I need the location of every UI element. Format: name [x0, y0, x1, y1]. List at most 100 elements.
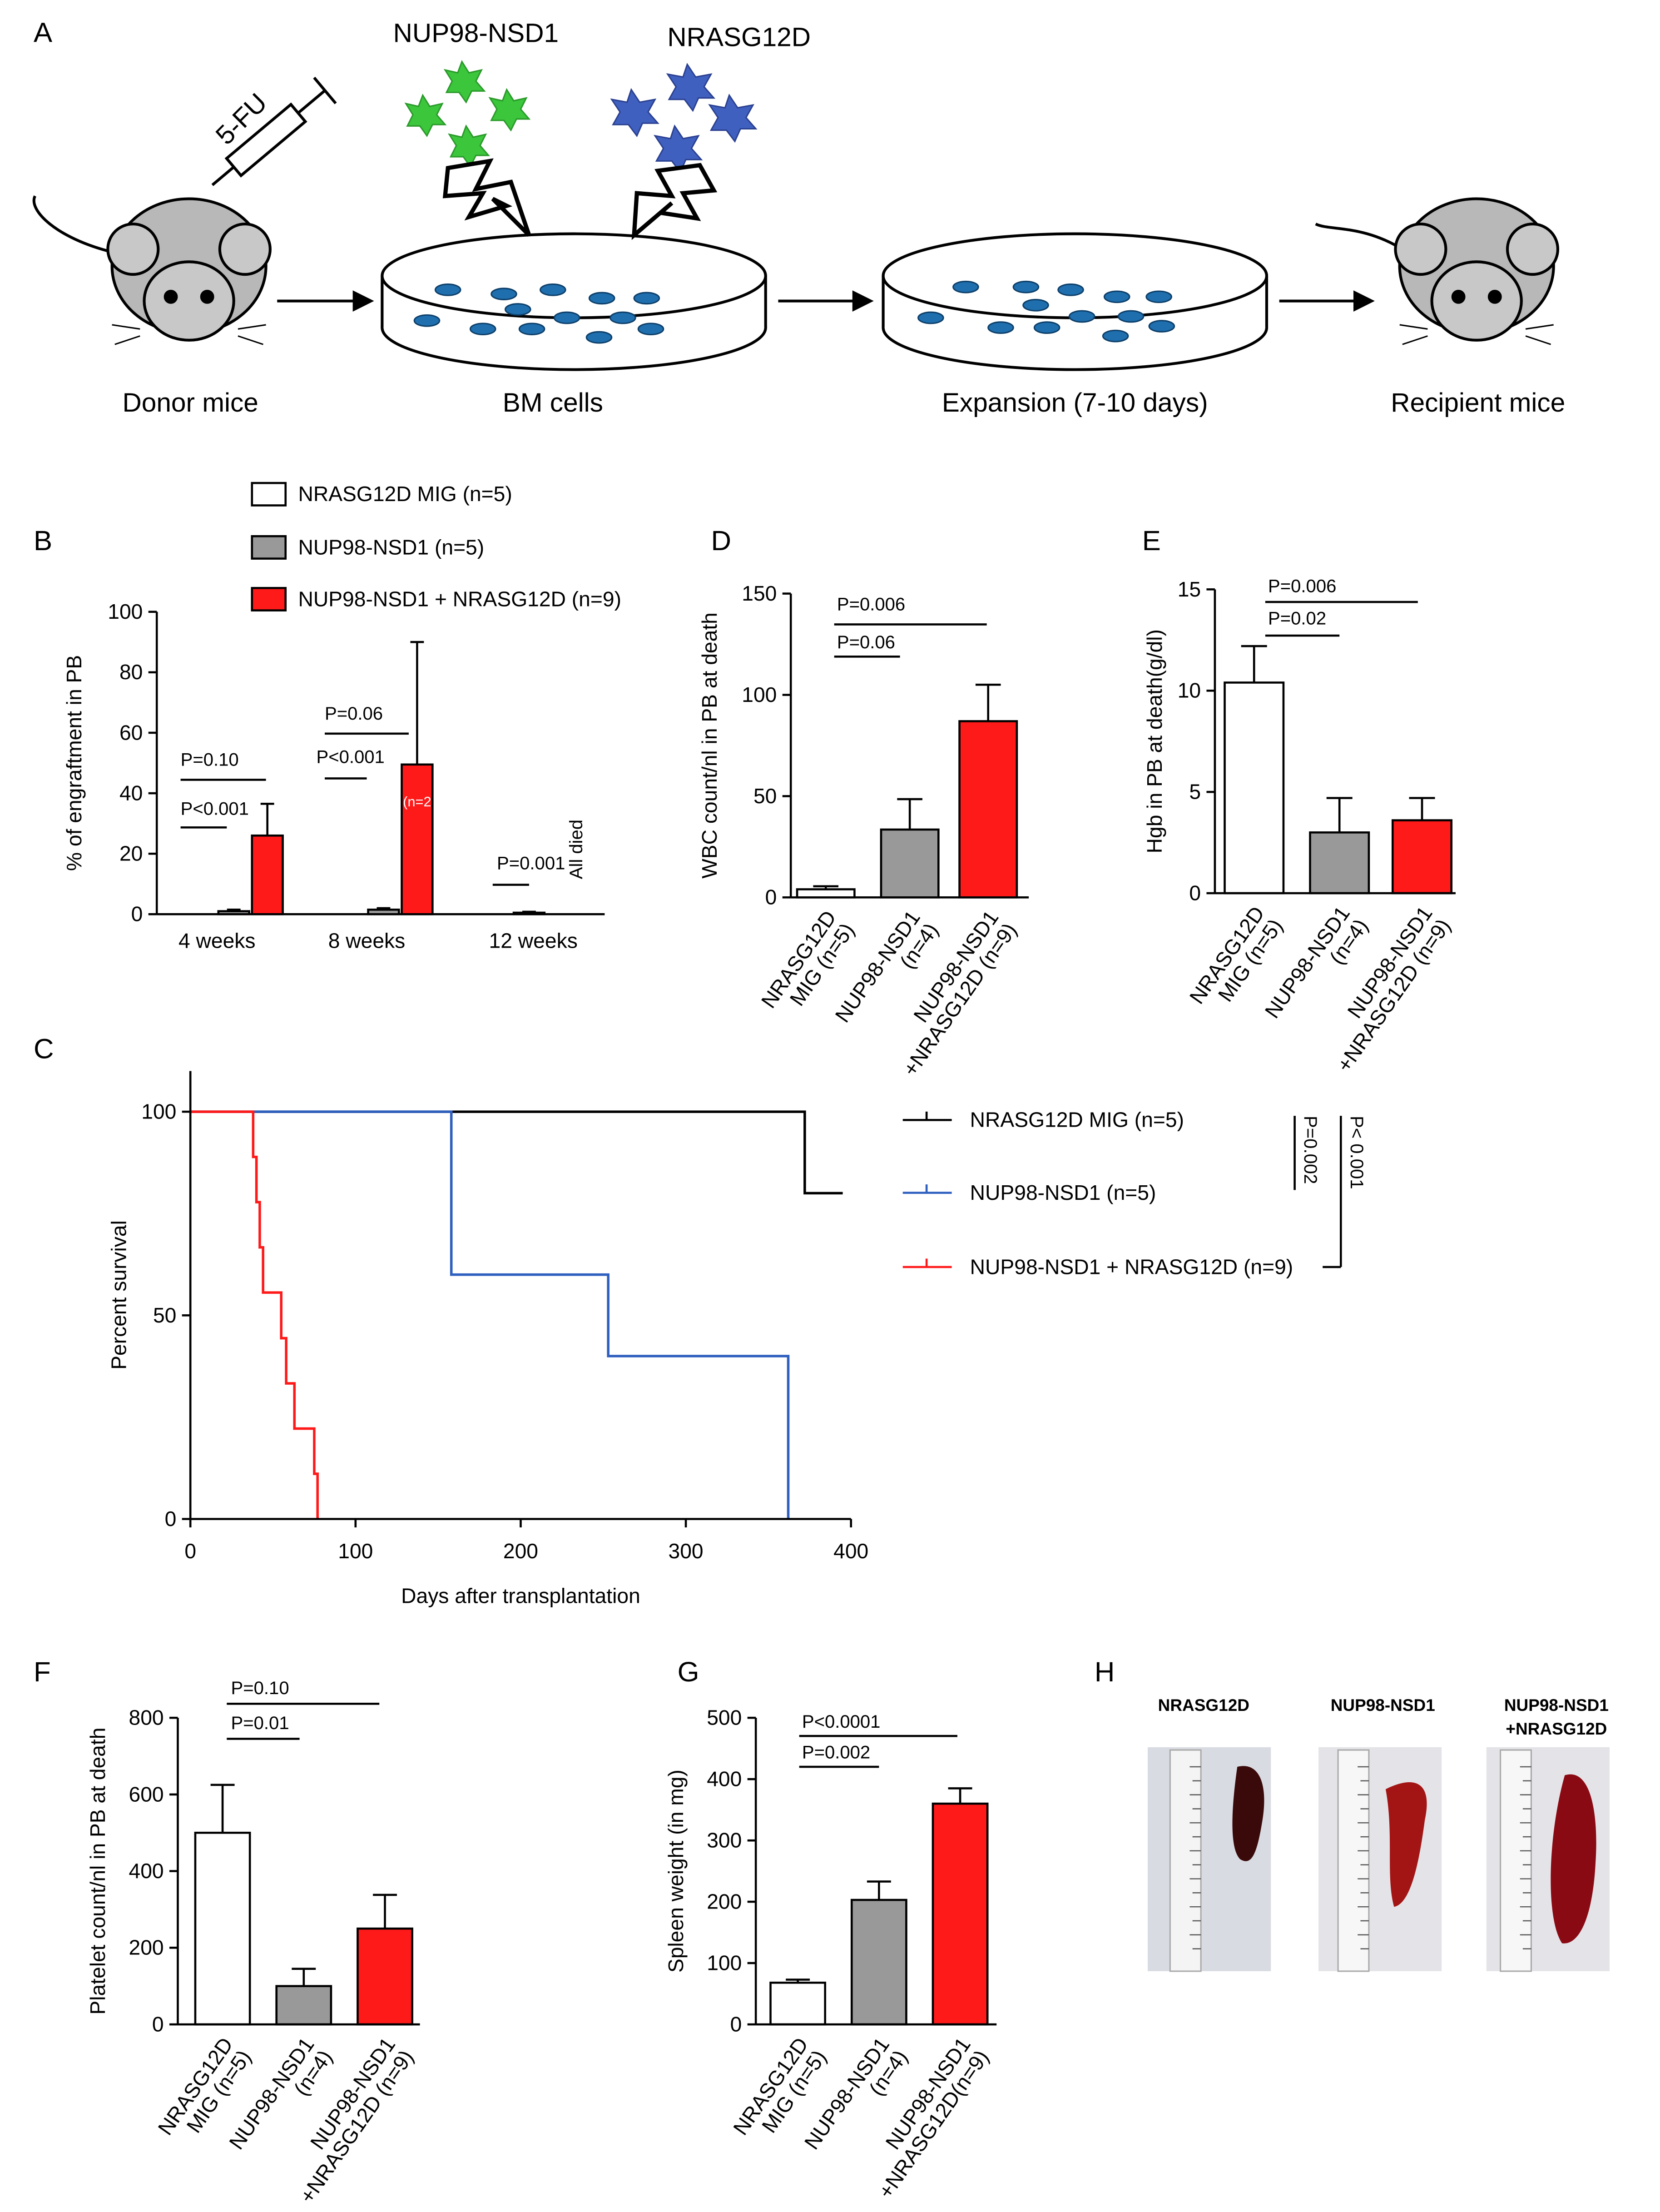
dish-rim	[381, 232, 767, 319]
error-bar	[260, 803, 274, 836]
annotation: P<0.0001	[802, 1712, 881, 1732]
y-tick-label: 80	[119, 660, 143, 684]
x-tick-label: 0	[184, 1539, 196, 1563]
x-axis-title: Days after transplantation	[401, 1584, 640, 1607]
annotation: P=0.02	[1268, 608, 1326, 628]
annotation: P=0.01	[231, 1713, 289, 1733]
y-tick-label: 0	[165, 1507, 177, 1531]
mouse-head	[1430, 260, 1523, 342]
error-bar	[227, 909, 241, 911]
annotation: P=0.002	[802, 1743, 870, 1763]
annotation: P=0.06	[837, 632, 895, 652]
y-axis-title: Spleen weight (in mg)	[664, 1770, 688, 1973]
y-axis-title: % of engraftment in PB	[62, 655, 86, 871]
virus-green	[404, 60, 531, 168]
survival-line	[190, 1110, 790, 1519]
legend-swatch	[251, 535, 287, 560]
y-tick-label: 15	[1178, 577, 1201, 601]
bar	[958, 720, 1018, 899]
y-tick-label: 0	[152, 2012, 164, 2036]
spleen	[1232, 1766, 1264, 1861]
bar	[251, 834, 284, 915]
panel-letter: F	[34, 1656, 51, 1688]
lightning	[442, 158, 531, 237]
step-label: Recipient mice	[1391, 388, 1565, 418]
error-bar	[377, 907, 391, 910]
bar	[932, 1802, 989, 2026]
bar	[1309, 831, 1370, 895]
error-bar	[1241, 645, 1267, 683]
diagram	[32, 60, 1560, 371]
ruler	[1337, 1749, 1370, 1972]
bar	[850, 1899, 907, 2026]
mouse-whiskers	[112, 324, 266, 345]
annotation: P=0.10	[181, 750, 239, 770]
panel-letter: D	[711, 525, 732, 557]
annotation: P=0.006	[1268, 577, 1336, 596]
mouse-ear	[218, 222, 272, 276]
photo-label: NRASG12D	[1158, 1696, 1249, 1715]
x-tick-label: 200	[503, 1539, 538, 1563]
mouse-eye	[164, 289, 178, 304]
annotation: P=0.10	[231, 1678, 289, 1698]
legend-swatch	[251, 587, 287, 611]
mouse-ear	[1394, 222, 1447, 276]
legend-label: NUP98-NSD1 + NRASG12D (n=9)	[298, 587, 621, 611]
y-tick-label: 800	[129, 1706, 164, 1730]
annotation: P<0.001	[181, 799, 249, 819]
y-tick-label: 400	[707, 1767, 742, 1791]
panel-letter: H	[1095, 1656, 1115, 1688]
mouse-tail	[1315, 223, 1407, 254]
annotation: P=0.06	[325, 704, 383, 724]
legend-label: NUP98-NSD1 + NRASG12D (n=9)	[970, 1255, 1293, 1278]
y-tick-label: 150	[742, 582, 777, 605]
bar	[357, 1927, 413, 2026]
panel-letter: B	[34, 525, 52, 557]
mouse-tail	[32, 195, 113, 254]
panel-letter: C	[34, 1034, 54, 1065]
step-label: Donor mice	[123, 388, 258, 418]
vector-label: NRASG12D	[667, 23, 811, 52]
x-tick-label: 4 weeks	[178, 929, 256, 952]
legend-label: NUP98-NSD1 (n=5)	[970, 1181, 1156, 1204]
vector-label: NUP98-NSD1	[393, 18, 559, 48]
y-tick-label: 300	[707, 1829, 742, 1852]
dish-rim	[882, 232, 1269, 319]
bar	[275, 1985, 332, 2026]
annotation: P=0.001	[497, 854, 565, 874]
y-axis-title: Hgb in PB at death(g/dl)	[1143, 629, 1166, 853]
step-label: Expansion (7-10 days)	[942, 388, 1208, 418]
x-tick-label: 8 weeks	[328, 929, 406, 952]
photo-label: NUP98-NSD1	[1331, 1696, 1435, 1715]
y-tick-label: 0	[131, 902, 143, 926]
x-tick-label: 400	[833, 1539, 868, 1563]
photo-bg	[1318, 1747, 1442, 1971]
survival-line	[190, 1110, 319, 1519]
x-tick-label: 12 weeks	[489, 929, 578, 952]
ruler	[1500, 1749, 1532, 1972]
y-axis-title: Percent survival	[107, 1220, 130, 1370]
y-tick-label: 20	[119, 842, 143, 865]
photo-label: +NRASG12D	[1506, 1720, 1607, 1738]
cells	[413, 280, 1175, 344]
y-tick-label: 10	[1178, 679, 1201, 702]
bar	[769, 1981, 827, 2026]
mouse-eye	[200, 289, 214, 304]
y-tick-label: 100	[108, 600, 143, 623]
y-tick-label: 50	[153, 1303, 176, 1327]
y-tick-label: 0	[1189, 881, 1201, 905]
bar	[1392, 819, 1453, 895]
y-tick-label: 200	[707, 1890, 742, 1914]
error-bar	[292, 1968, 316, 1986]
error-bar	[948, 1787, 972, 1804]
x-tick-label: 100	[338, 1539, 373, 1563]
mouse-ear	[106, 222, 160, 276]
y-tick-label: 200	[129, 1936, 164, 1959]
bar	[796, 888, 856, 899]
error-bar	[410, 641, 424, 765]
mouse-head	[143, 260, 235, 342]
legend-label: NRASG12D MIG (n=5)	[298, 482, 512, 506]
y-tick-label: 60	[119, 721, 143, 744]
y-axis-title: Platelet count/nl in PB at death	[86, 1728, 109, 2015]
